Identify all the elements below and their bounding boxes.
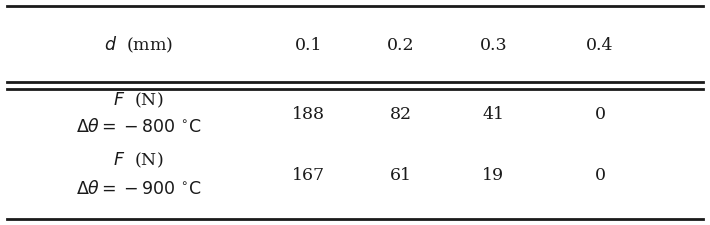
- Text: 0.4: 0.4: [586, 36, 613, 54]
- Text: 167: 167: [293, 167, 325, 184]
- Text: 41: 41: [483, 106, 504, 123]
- Text: 0: 0: [594, 167, 606, 184]
- Text: 82: 82: [390, 106, 413, 123]
- Text: 188: 188: [293, 106, 325, 123]
- Text: $\Delta\theta = -800\ ^{\circ}\mathrm{C}$: $\Delta\theta = -800\ ^{\circ}\mathrm{C}…: [76, 118, 201, 136]
- Text: $\Delta\theta = -900\ ^{\circ}\mathrm{C}$: $\Delta\theta = -900\ ^{\circ}\mathrm{C}…: [76, 180, 201, 198]
- Text: 0.2: 0.2: [388, 36, 415, 54]
- Text: 0.3: 0.3: [480, 36, 507, 54]
- Text: $d$  (mm): $d$ (mm): [104, 35, 173, 55]
- Text: $F$  (N): $F$ (N): [114, 151, 163, 171]
- Text: 0: 0: [594, 106, 606, 123]
- Text: $F$  (N): $F$ (N): [114, 90, 163, 110]
- Text: 19: 19: [482, 167, 505, 184]
- Text: 61: 61: [391, 167, 412, 184]
- Text: 0.1: 0.1: [295, 36, 322, 54]
